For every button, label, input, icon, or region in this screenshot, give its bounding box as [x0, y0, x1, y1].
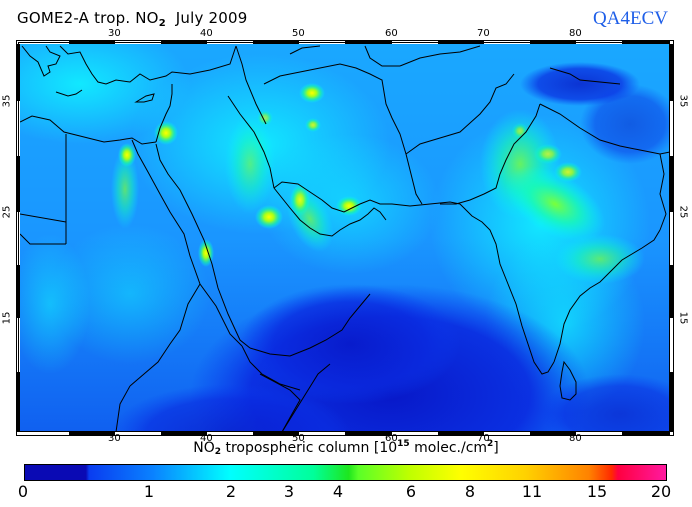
left-tick-label: 15	[1, 311, 13, 325]
left-tick-label: 25	[1, 205, 13, 219]
axis-segment	[69, 432, 115, 435]
top-tick-label: 30	[108, 28, 121, 39]
colorbar-title-unit: molec./cm	[409, 440, 488, 456]
colorbar-title: NO2 tropospheric column [1015 molec./cm2…	[0, 439, 692, 457]
title-date: July 2009	[175, 9, 248, 27]
colorbar-title-unit-exp: 2	[487, 439, 494, 449]
axis-segment	[622, 41, 670, 44]
colorbar-title-no: NO	[193, 440, 215, 456]
axis-segment	[17, 372, 20, 432]
colorbar-tick-label: 15	[586, 482, 608, 501]
colorbar-tick-label: 20	[650, 482, 672, 501]
axis-segment	[69, 41, 115, 44]
right-tick-label: 25	[677, 205, 689, 219]
axis-segment	[161, 41, 207, 44]
axis-segment	[161, 432, 207, 435]
top-tick-label: 40	[200, 28, 213, 39]
axis-segment	[530, 41, 576, 44]
heatmap-field	[20, 44, 670, 432]
colorbar-tick-label: 8	[464, 482, 476, 501]
axis-segment	[345, 432, 392, 435]
right-tick-label: 15	[677, 311, 689, 325]
left-tick-label: 35	[1, 94, 13, 108]
brand-label: QA4ECV	[593, 8, 668, 29]
bottom-tick-label: 60	[385, 433, 398, 444]
right-tick-label: 35	[677, 94, 689, 108]
top-tick-label: 60	[385, 28, 398, 39]
colorbar-tick-label: 6	[405, 482, 417, 501]
no2-heatmap	[20, 44, 670, 432]
axis-segment	[253, 41, 299, 44]
colorbar-tick-label: 2	[225, 482, 237, 501]
bottom-tick-label: 40	[200, 433, 213, 444]
colorbar-title-exp: 15	[397, 439, 410, 449]
top-tick-label: 50	[292, 28, 305, 39]
bottom-tick-label: 30	[108, 433, 121, 444]
coastlines	[20, 45, 670, 432]
top-tick-label: 70	[477, 28, 490, 39]
axis-segment	[670, 265, 673, 318]
axis-segment	[530, 432, 576, 435]
axis-segment	[17, 44, 20, 101]
axis-segment	[253, 432, 299, 435]
top-tick-label: 80	[569, 28, 582, 39]
axis-segment	[438, 41, 484, 44]
axis-segment	[438, 432, 484, 435]
title-subscript: 2	[158, 18, 166, 29]
colorbar-title-mid: tropospheric column [10	[221, 440, 398, 456]
axis-segment	[670, 372, 673, 432]
colorbar-tick-label: 0	[17, 482, 29, 501]
title-text: GOME2-A trop. NO	[17, 9, 159, 27]
axis-segment	[17, 265, 20, 318]
axis-segment	[17, 156, 20, 212]
colorbar-title-end: ]	[493, 440, 499, 456]
bottom-tick-label: 70	[477, 433, 490, 444]
axis-segment	[670, 156, 673, 212]
colorbar-tick-label: 4	[332, 482, 344, 501]
colorbar-title-sub: 2	[214, 447, 221, 457]
bottom-tick-label: 50	[292, 433, 305, 444]
axis-segment	[670, 44, 673, 101]
colorbar-tick-label: 1	[143, 482, 155, 501]
chart-title: GOME2-A trop. NO2 July 2009	[17, 9, 248, 29]
axis-segment	[345, 41, 392, 44]
axis-segment	[622, 432, 670, 435]
colorbar-tick-label: 3	[283, 482, 295, 501]
bottom-tick-label: 80	[569, 433, 582, 444]
colorbar	[24, 464, 667, 481]
colorbar-tick-label: 11	[521, 482, 543, 501]
